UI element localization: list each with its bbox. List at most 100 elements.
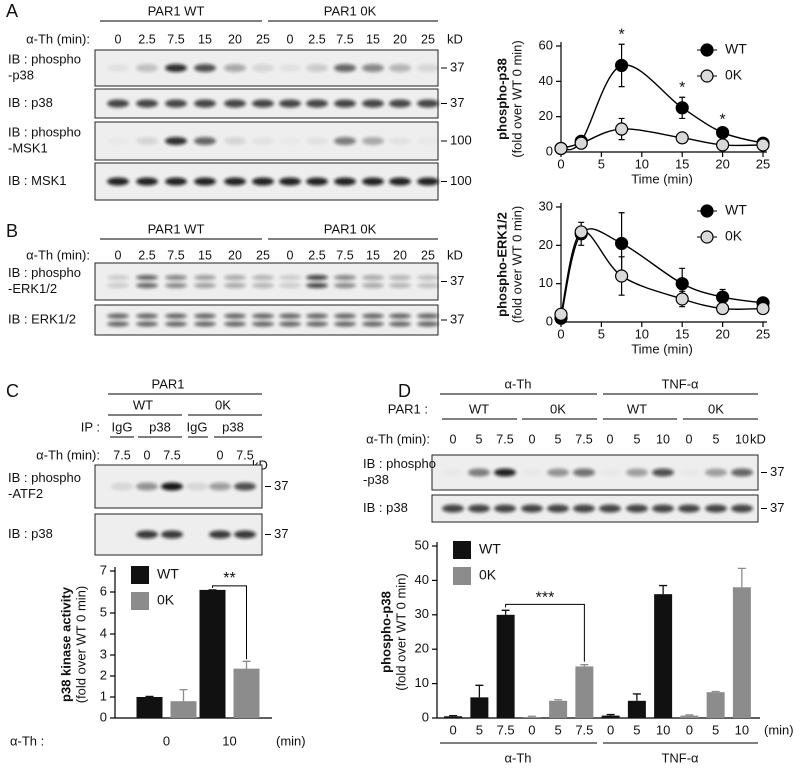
point bbox=[614, 122, 629, 136]
blot-band bbox=[279, 313, 301, 319]
blot-band bbox=[306, 99, 328, 108]
blot-band bbox=[194, 282, 216, 289]
blot-band bbox=[417, 99, 439, 108]
blot-band bbox=[224, 177, 246, 186]
blot-band bbox=[234, 482, 256, 491]
time-value: 2.5 bbox=[138, 32, 155, 46]
blot-band bbox=[705, 504, 727, 513]
header-label: PAR1 : bbox=[388, 401, 428, 416]
panel-letter: C bbox=[6, 381, 19, 401]
blot-band bbox=[362, 321, 384, 327]
blot-band bbox=[389, 274, 411, 281]
blot-band bbox=[161, 530, 183, 539]
y-axis-subtitle: (fold over WT 0 min) bbox=[509, 40, 524, 158]
x-axis-title: Time (min) bbox=[631, 171, 693, 186]
group-label: TNF-α bbox=[661, 750, 699, 765]
y-axis-subtitle: (fold over WT 0 min) bbox=[393, 573, 408, 691]
x-tick-label: 20 bbox=[715, 156, 729, 171]
time-value: 20 bbox=[228, 32, 242, 46]
blot-band bbox=[209, 530, 231, 539]
y-axis-subtitle: (fold over WT 0 min) bbox=[509, 206, 524, 324]
blot-band bbox=[389, 64, 411, 72]
blot-band bbox=[334, 177, 356, 186]
y-tick-label: 60 bbox=[539, 37, 553, 52]
blot-band bbox=[599, 469, 621, 477]
header: WT bbox=[469, 401, 489, 416]
x-tick-label: 10 bbox=[635, 326, 649, 341]
bracket bbox=[505, 603, 585, 662]
blot-band bbox=[186, 482, 208, 491]
blot-band bbox=[652, 468, 674, 477]
y-tick-label: 6 bbox=[100, 583, 107, 598]
point bbox=[574, 136, 588, 150]
row-label: IB : ERK1/2 bbox=[8, 311, 76, 326]
blot-band bbox=[547, 468, 569, 477]
size-marker: 100 bbox=[450, 173, 472, 188]
time-value: 10 bbox=[735, 432, 749, 446]
time-value: 25 bbox=[421, 248, 435, 262]
time-value: 7.5 bbox=[167, 248, 184, 262]
x-tick-label: 0 bbox=[557, 326, 564, 341]
blot-band bbox=[334, 99, 356, 108]
legend-swatch bbox=[131, 592, 149, 610]
x-tick-label: 5 bbox=[555, 722, 562, 737]
blot-band bbox=[165, 64, 187, 72]
header: WT bbox=[627, 401, 647, 416]
y-tick-label: 0 bbox=[546, 143, 553, 158]
blot-band bbox=[165, 282, 187, 289]
y-tick-label: 20 bbox=[415, 641, 429, 656]
series-line bbox=[560, 128, 764, 150]
blot-band bbox=[252, 313, 274, 319]
point bbox=[715, 138, 730, 152]
blot-band bbox=[626, 468, 648, 477]
header: TNF-α bbox=[661, 376, 699, 391]
blot-band bbox=[107, 137, 129, 145]
blot-band bbox=[194, 321, 216, 327]
x-tick-label: 0 bbox=[686, 722, 693, 737]
blot-band bbox=[521, 469, 543, 477]
legend-label: 0K bbox=[479, 567, 497, 583]
time-value: 0 bbox=[529, 432, 536, 446]
blot-band bbox=[334, 64, 356, 72]
y-tick-label: 2 bbox=[100, 667, 107, 682]
blot-band bbox=[136, 321, 158, 327]
blot-band bbox=[279, 282, 301, 289]
error-bar bbox=[554, 699, 563, 701]
header-label: IP : bbox=[81, 419, 100, 434]
time-value: 7.5 bbox=[336, 248, 353, 262]
point bbox=[756, 138, 770, 152]
legend-label: 0K bbox=[725, 228, 743, 244]
x-tick-label: 0 bbox=[607, 722, 614, 737]
time-value: 15 bbox=[198, 248, 212, 262]
row-label: -MSK1 bbox=[8, 140, 48, 155]
size-marker: 37 bbox=[274, 526, 288, 541]
blot-band bbox=[279, 274, 301, 281]
group-label: α-Th bbox=[504, 750, 531, 765]
bar bbox=[233, 668, 260, 718]
time-value: 7.5 bbox=[163, 448, 180, 462]
y-tick-label: 30 bbox=[539, 198, 553, 213]
x-tick-label: 20 bbox=[715, 326, 729, 341]
blot-band bbox=[678, 504, 700, 513]
blot-band bbox=[252, 137, 274, 145]
header: p38 bbox=[222, 419, 244, 434]
error-bar bbox=[685, 714, 694, 716]
y-tick-label: 10 bbox=[415, 675, 429, 690]
error-bar bbox=[242, 660, 251, 669]
legend-marker bbox=[700, 230, 714, 244]
blot-band bbox=[224, 313, 246, 319]
time-value: 20 bbox=[228, 248, 242, 262]
y-tick-label: 0 bbox=[100, 709, 107, 724]
error-bar bbox=[711, 690, 720, 693]
blot-band bbox=[417, 313, 439, 319]
blot-band bbox=[417, 282, 439, 289]
panel-letter: A bbox=[6, 1, 18, 21]
y-tick-label: 0 bbox=[422, 709, 429, 724]
row-label: -p38 bbox=[363, 472, 389, 487]
time-value: 0 bbox=[287, 248, 294, 262]
time-value: 7.5 bbox=[496, 432, 513, 446]
y-axis-subtitle: (fold over WT 0 min) bbox=[73, 586, 88, 704]
header: 0K bbox=[215, 397, 231, 412]
blot-band bbox=[279, 137, 301, 145]
